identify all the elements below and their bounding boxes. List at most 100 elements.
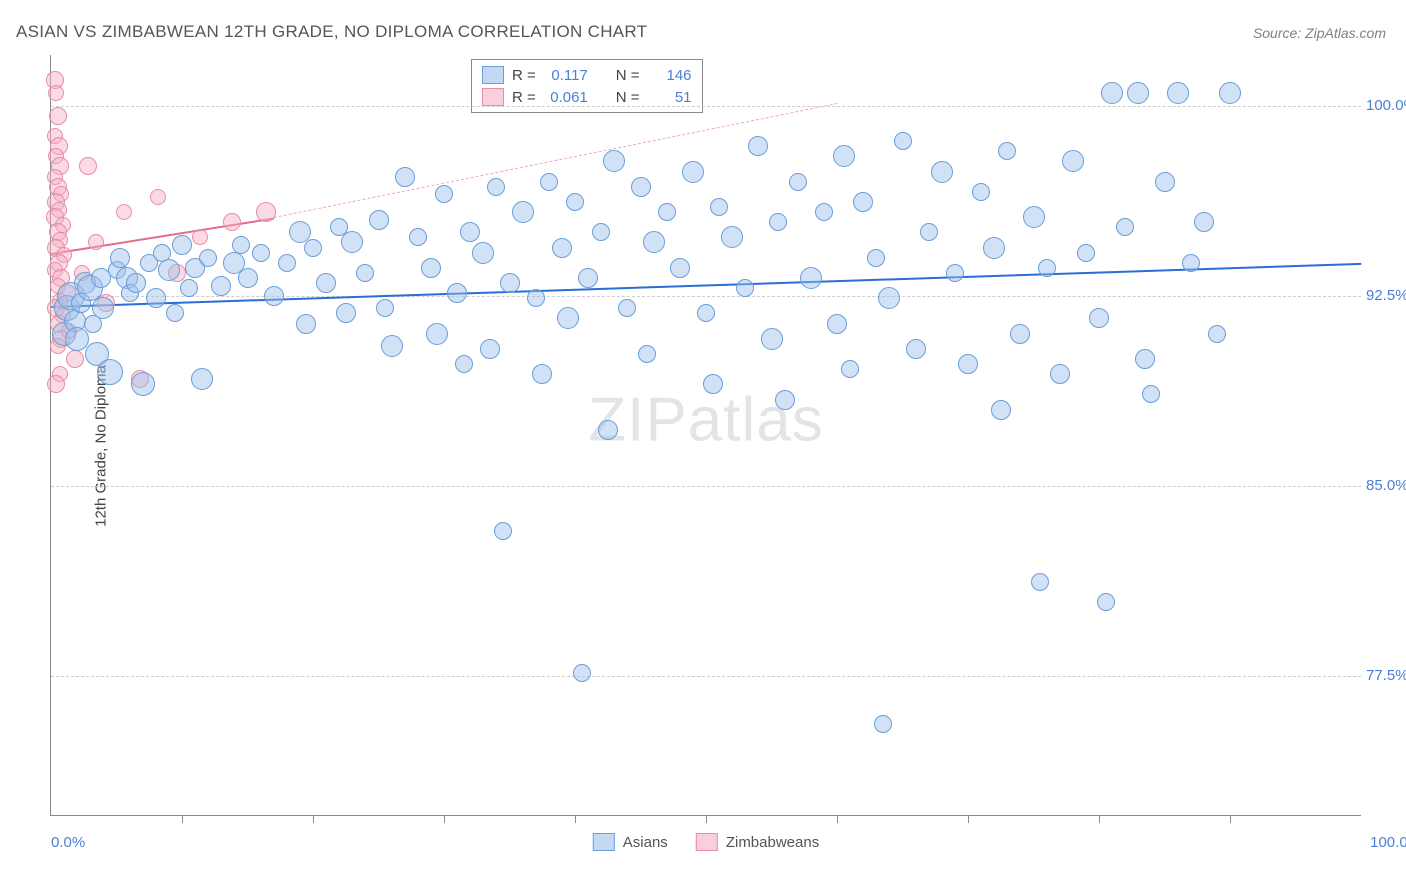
data-point — [92, 297, 114, 319]
data-point — [1182, 254, 1200, 272]
data-point — [592, 223, 610, 241]
data-point — [110, 248, 130, 268]
data-point — [682, 161, 704, 183]
data-point — [500, 273, 520, 293]
data-point — [480, 339, 500, 359]
swatch-icon — [482, 66, 504, 84]
data-point — [527, 289, 545, 307]
stat-row: R =0.117N =146 — [482, 64, 692, 86]
data-point — [972, 183, 990, 201]
data-point — [703, 374, 723, 394]
data-point — [1089, 308, 1109, 328]
data-point — [1127, 82, 1149, 104]
data-point — [643, 231, 665, 253]
data-point — [304, 239, 322, 257]
x-tick — [182, 815, 183, 823]
x-tick — [706, 815, 707, 823]
data-point — [487, 178, 505, 196]
source-label: Source: ZipAtlas.com — [1253, 25, 1386, 41]
data-point — [1208, 325, 1226, 343]
data-point — [736, 279, 754, 297]
data-point — [658, 203, 676, 221]
data-point — [316, 273, 336, 293]
data-point — [815, 203, 833, 221]
data-point — [180, 279, 198, 297]
data-point — [252, 244, 270, 262]
legend-item: Zimbabweans — [696, 833, 819, 851]
data-point — [827, 314, 847, 334]
data-point — [1142, 385, 1160, 403]
data-point — [447, 283, 467, 303]
swatch-icon — [482, 88, 504, 106]
data-point — [841, 360, 859, 378]
data-point — [1023, 206, 1045, 228]
data-point — [1135, 349, 1155, 369]
x-tick — [968, 815, 969, 823]
data-point — [1097, 593, 1115, 611]
data-point — [97, 359, 123, 385]
data-point — [435, 185, 453, 203]
x-tick — [313, 815, 314, 823]
data-point — [710, 198, 728, 216]
data-point — [336, 303, 356, 323]
data-point — [540, 173, 558, 191]
data-point — [116, 204, 132, 220]
data-point — [426, 323, 448, 345]
data-point — [131, 372, 155, 396]
data-point — [946, 264, 964, 282]
data-point — [341, 231, 363, 253]
data-point — [1077, 244, 1095, 262]
data-point — [1167, 82, 1189, 104]
data-point — [573, 664, 591, 682]
data-point — [79, 157, 97, 175]
data-point — [906, 339, 926, 359]
gridline — [51, 106, 1361, 107]
y-tick-label: 85.0% — [1366, 477, 1406, 494]
data-point — [1062, 150, 1084, 172]
data-point — [376, 299, 394, 317]
scatter-chart: ZIPatlas R =0.117N =146R =0.061N =51 Asi… — [50, 55, 1361, 816]
data-point — [238, 268, 258, 288]
data-point — [800, 267, 822, 289]
chart-title: ASIAN VS ZIMBABWEAN 12TH GRADE, NO DIPLO… — [16, 22, 647, 42]
data-point — [748, 136, 768, 156]
series-legend: Asians Zimbabweans — [593, 833, 819, 851]
data-point — [1116, 218, 1134, 236]
data-point — [232, 236, 250, 254]
x-tick-label: 100.0% — [1370, 834, 1406, 851]
legend-label: Zimbabweans — [726, 834, 819, 851]
x-tick — [575, 815, 576, 823]
x-tick — [1099, 815, 1100, 823]
data-point — [296, 314, 316, 334]
data-point — [455, 355, 473, 373]
gridline — [51, 676, 1361, 677]
swatch-icon — [696, 833, 718, 851]
data-point — [532, 364, 552, 384]
data-point — [983, 237, 1005, 259]
data-point — [192, 229, 208, 245]
data-point — [853, 192, 873, 212]
data-point — [49, 107, 67, 125]
data-point — [878, 287, 900, 309]
data-point — [421, 258, 441, 278]
data-point — [991, 400, 1011, 420]
data-point — [460, 222, 480, 242]
data-point — [769, 213, 787, 231]
data-point — [278, 254, 296, 272]
legend-item: Asians — [593, 833, 668, 851]
data-point — [264, 286, 284, 306]
data-point — [1010, 324, 1030, 344]
data-point — [670, 258, 690, 278]
data-point — [631, 177, 651, 197]
data-point — [598, 420, 618, 440]
data-point — [775, 390, 795, 410]
data-point — [472, 242, 494, 264]
data-point — [494, 522, 512, 540]
data-point — [920, 223, 938, 241]
data-point — [761, 328, 783, 350]
data-point — [150, 189, 166, 205]
data-point — [66, 350, 84, 368]
data-point — [409, 228, 427, 246]
data-point — [931, 161, 953, 183]
data-point — [697, 304, 715, 322]
